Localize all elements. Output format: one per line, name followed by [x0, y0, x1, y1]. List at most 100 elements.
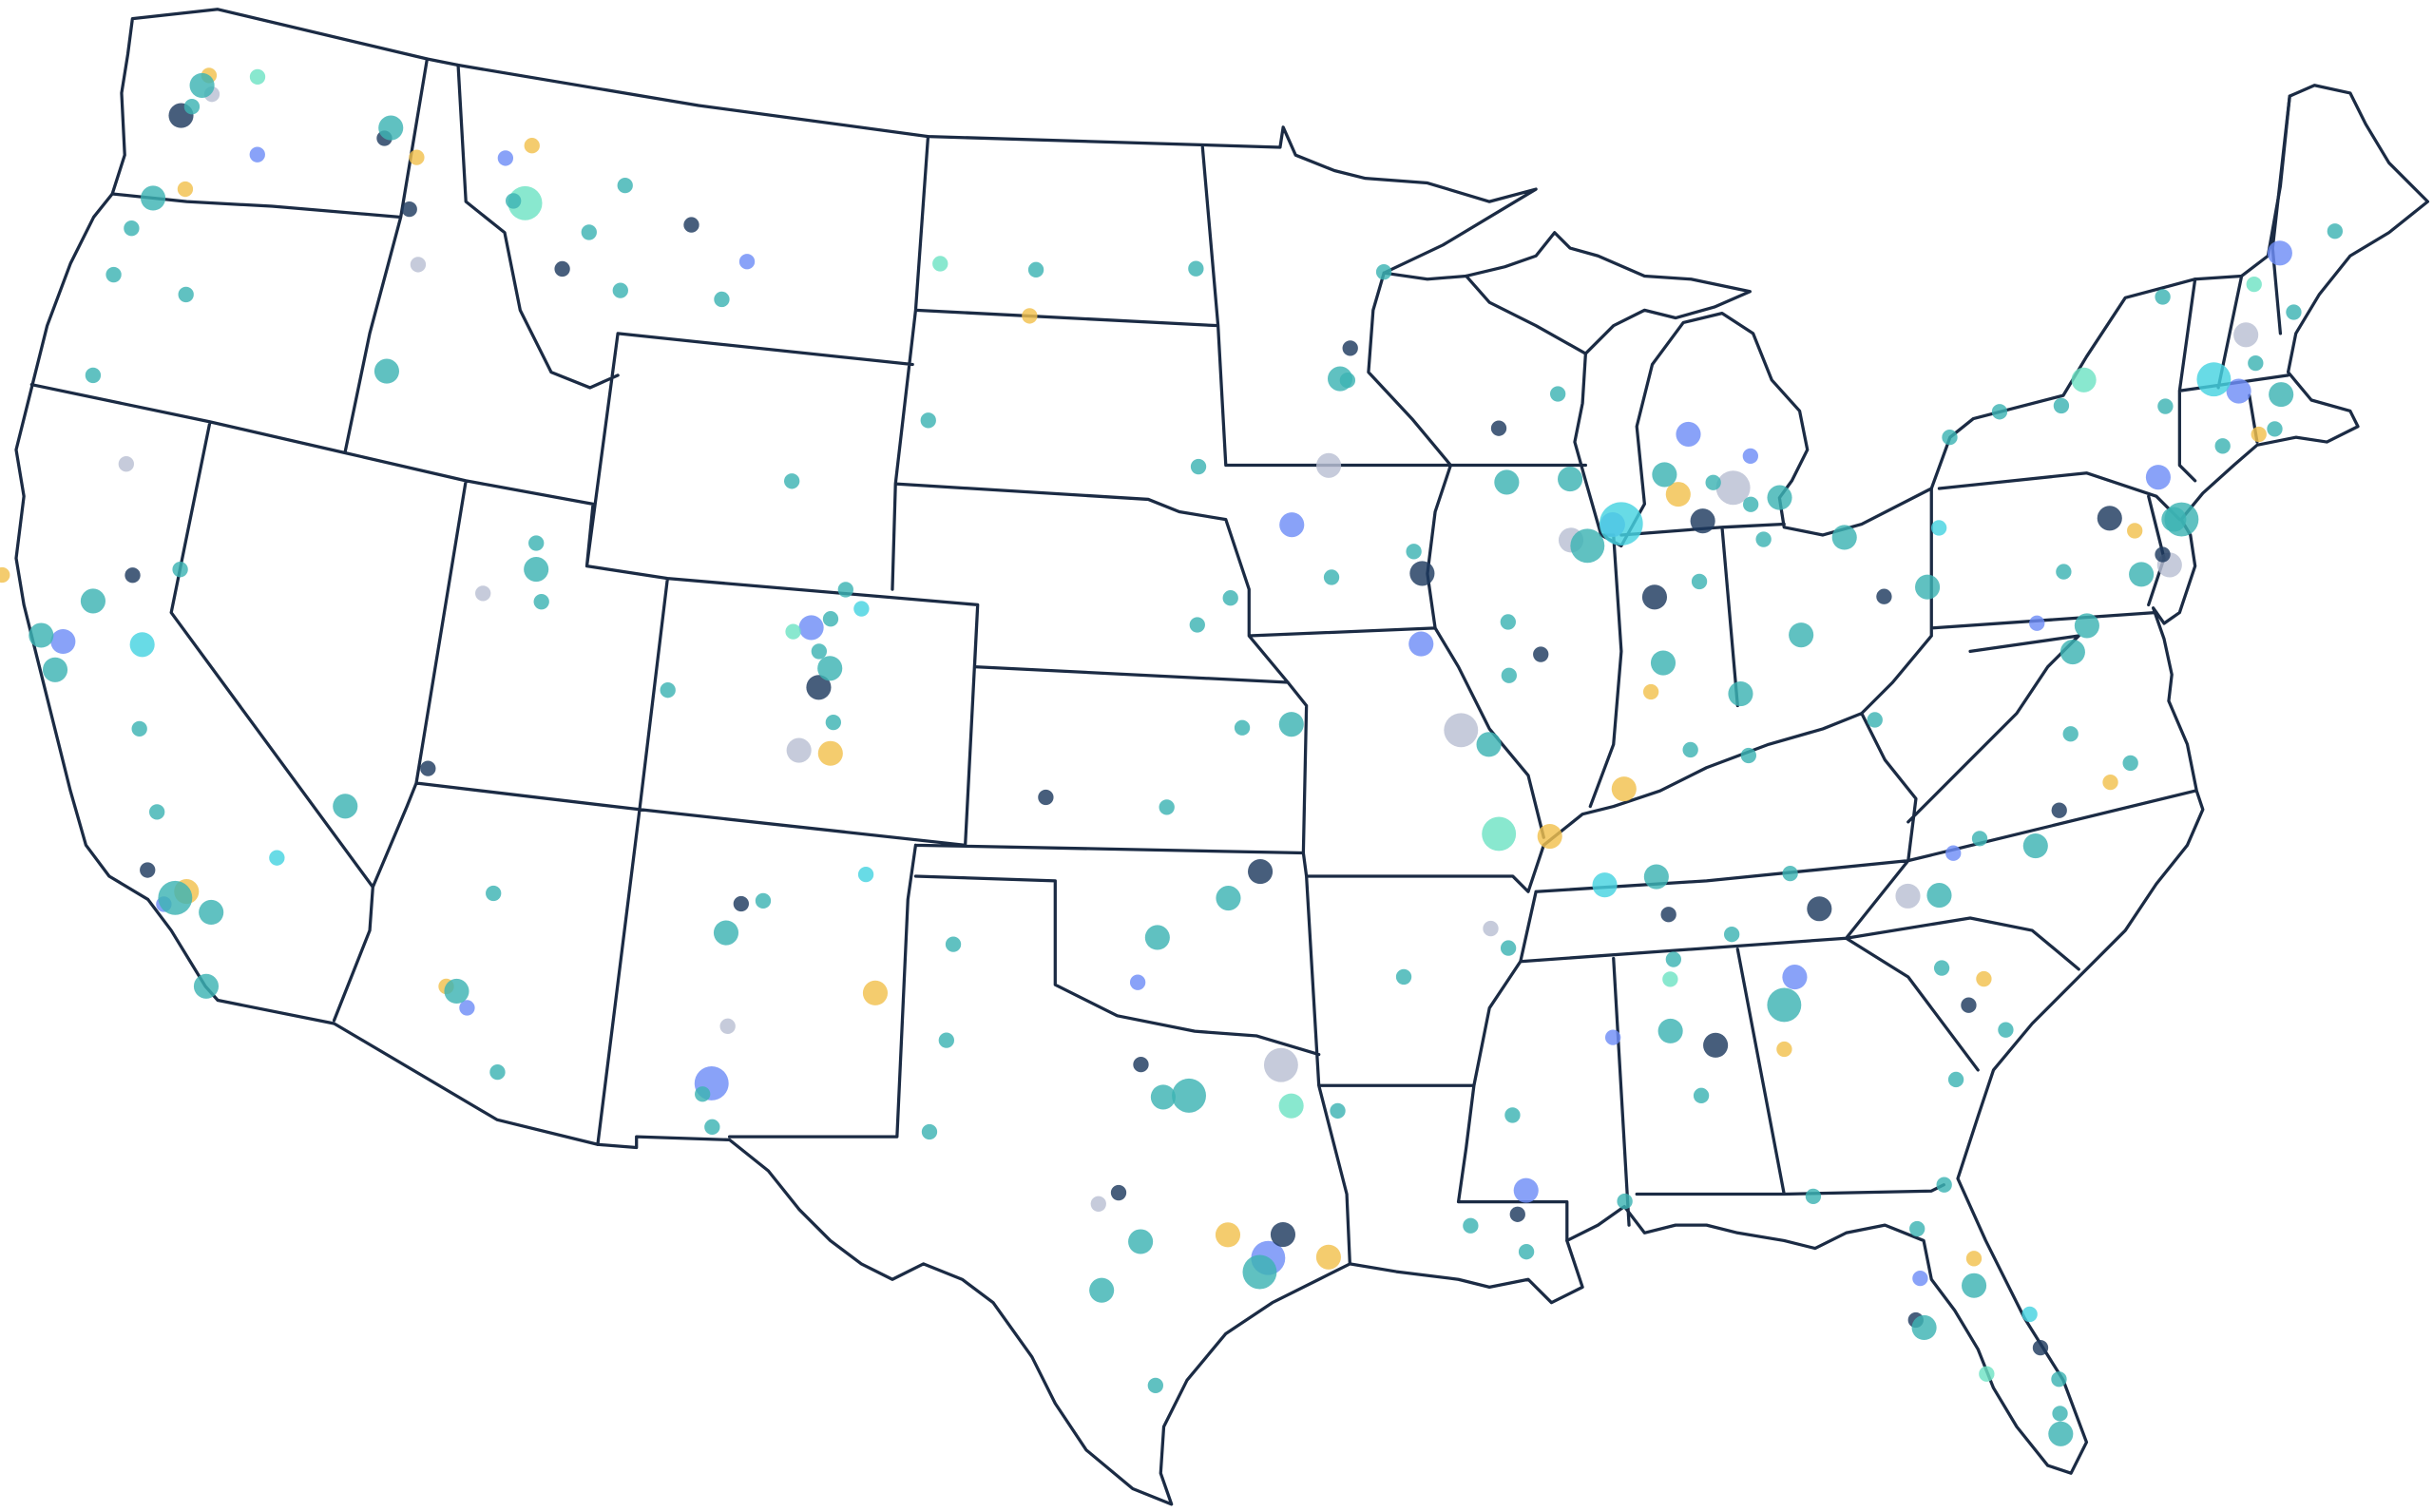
bubble — [1518, 1243, 1535, 1260]
bubble — [129, 632, 155, 658]
bubble — [719, 1018, 736, 1034]
bubble — [1216, 885, 1241, 911]
bubble — [938, 1032, 954, 1048]
bubble — [1476, 732, 1502, 757]
bubble — [617, 177, 633, 194]
bubble — [1409, 561, 1435, 586]
bubble — [1991, 404, 2008, 420]
bubble — [1641, 584, 1668, 610]
bubble — [1936, 1177, 1952, 1193]
bubble — [1395, 968, 1412, 986]
bubble — [1728, 680, 1753, 707]
bubble — [2145, 465, 2171, 490]
bubble — [853, 601, 870, 617]
bubble — [189, 72, 215, 98]
bubble — [1494, 469, 1520, 495]
bubble — [1789, 622, 1814, 648]
bubble — [1270, 1221, 1296, 1248]
bubble — [1323, 569, 1340, 585]
bubble — [378, 115, 404, 141]
bubble — [1693, 1087, 1710, 1104]
bubble — [713, 920, 739, 946]
bubble — [1755, 531, 1772, 547]
bubble — [131, 720, 147, 737]
bubble — [1263, 1047, 1298, 1082]
bubble — [1676, 421, 1701, 447]
bubble — [2267, 421, 2283, 437]
bubble — [660, 682, 676, 699]
bubble — [524, 557, 549, 583]
bubble — [1599, 502, 1643, 546]
bubble — [1222, 590, 1238, 606]
bubble — [1723, 927, 1740, 943]
bubble — [798, 615, 824, 641]
bubble — [1482, 816, 1517, 852]
bubble — [1234, 719, 1251, 736]
bubble — [932, 256, 948, 272]
bubble — [1509, 1206, 1525, 1222]
bubble — [85, 367, 102, 384]
bubble — [1278, 712, 1304, 737]
bubble — [1604, 1029, 1621, 1045]
bubble — [1933, 960, 1950, 976]
bubble — [1339, 373, 1356, 389]
bubble — [817, 740, 843, 766]
bubble — [2129, 562, 2155, 587]
bubble — [1147, 1377, 1163, 1394]
bubble — [2157, 398, 2174, 414]
bubble — [1027, 261, 1044, 278]
bubble — [837, 582, 853, 598]
bubble — [1513, 1177, 1539, 1203]
bubble — [2032, 1339, 2049, 1356]
bubble — [1767, 987, 1802, 1023]
bubble — [1961, 997, 1977, 1013]
bubble — [1316, 452, 1342, 478]
bubble — [199, 899, 224, 926]
bubble — [269, 850, 285, 866]
bubble — [1947, 1071, 1964, 1088]
bubble — [2029, 615, 2045, 631]
bubble — [486, 885, 502, 902]
bubble — [1682, 741, 1698, 758]
bubble — [2059, 640, 2085, 665]
bubble — [1248, 859, 1274, 885]
bubble — [704, 1119, 720, 1136]
bubble — [1592, 872, 1618, 898]
bubble — [1665, 951, 1682, 967]
bubble — [2327, 223, 2344, 239]
bubble — [1406, 544, 1422, 560]
bubble — [2048, 1421, 2074, 1446]
bubble — [489, 1063, 506, 1081]
bubble — [825, 714, 841, 731]
bubble — [1089, 1277, 1115, 1303]
bubble — [497, 150, 514, 166]
bubble — [1867, 712, 1883, 728]
bubble — [811, 643, 827, 660]
bubble — [1133, 1056, 1149, 1073]
bubble — [410, 257, 427, 273]
bubble — [409, 149, 425, 165]
bubble — [1129, 974, 1146, 990]
bubble — [2022, 833, 2048, 859]
bubble — [1782, 965, 1808, 990]
bubble — [1665, 482, 1691, 507]
bubble — [733, 895, 749, 912]
bubble — [374, 358, 399, 384]
bubble — [1650, 650, 1676, 676]
bubble — [2269, 382, 2294, 408]
bubble — [1926, 883, 1952, 909]
bubble — [581, 224, 597, 240]
bubble — [1643, 864, 1669, 890]
bubble — [2053, 397, 2070, 414]
bubble — [2214, 438, 2231, 454]
bubble-layer — [0, 67, 2344, 1446]
bubble — [2051, 802, 2067, 818]
country-outline — [14, 8, 2430, 1506]
bubble — [172, 562, 188, 578]
bubble — [1500, 940, 1517, 956]
bubble — [506, 193, 522, 209]
bubble — [2267, 240, 2292, 266]
bubble — [2102, 774, 2118, 791]
bubble — [0, 566, 10, 584]
bubble — [2161, 507, 2187, 532]
